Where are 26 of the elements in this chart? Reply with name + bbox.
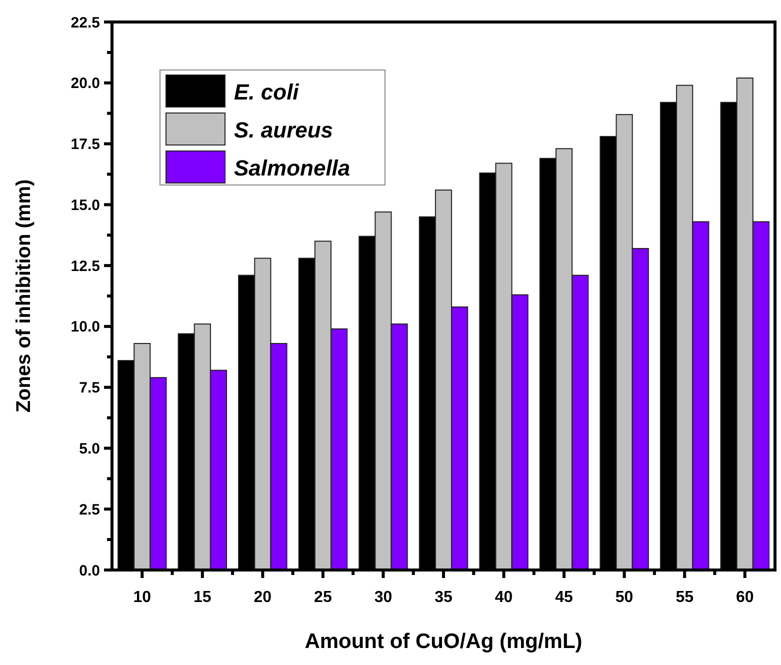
x-tick-label: 20 — [254, 589, 272, 606]
legend-label: S. aureus — [234, 118, 334, 143]
y-tick-label: 22.5 — [70, 14, 100, 32]
y-tick-label: 5.0 — [79, 440, 100, 458]
x-tick-label: 25 — [314, 589, 332, 606]
y-tick-label: 10.0 — [70, 318, 100, 336]
legend-label: E. coli — [234, 80, 300, 105]
y-tick-label: 7.5 — [79, 380, 100, 397]
x-tick-label: 55 — [676, 589, 694, 606]
y-tick-label: 2.5 — [79, 501, 100, 518]
y-tick-label: 15.0 — [70, 196, 100, 214]
y-axis-title: Zones of inhibition (mm) — [13, 179, 35, 413]
x-tick-label: 30 — [374, 589, 392, 606]
legend-label: Salmonella — [234, 156, 350, 181]
x-tick-label: 45 — [555, 589, 574, 606]
y-tick-label: 0.0 — [79, 562, 100, 580]
x-tick-label: 50 — [615, 589, 634, 606]
y-tick-label: 20.0 — [70, 75, 100, 92]
x-tick-label: 60 — [736, 589, 754, 606]
x-tick-label: 15 — [194, 589, 212, 606]
x-tick-label: 35 — [434, 589, 452, 606]
x-axis-title: Amount of CuO/Ag (mg/mL) — [304, 630, 582, 653]
y-tick-label: 17.5 — [70, 136, 100, 154]
x-tick-label: 40 — [494, 589, 513, 606]
y-tick-label: 12.5 — [70, 258, 100, 275]
x-tick-label: 10 — [133, 589, 152, 606]
